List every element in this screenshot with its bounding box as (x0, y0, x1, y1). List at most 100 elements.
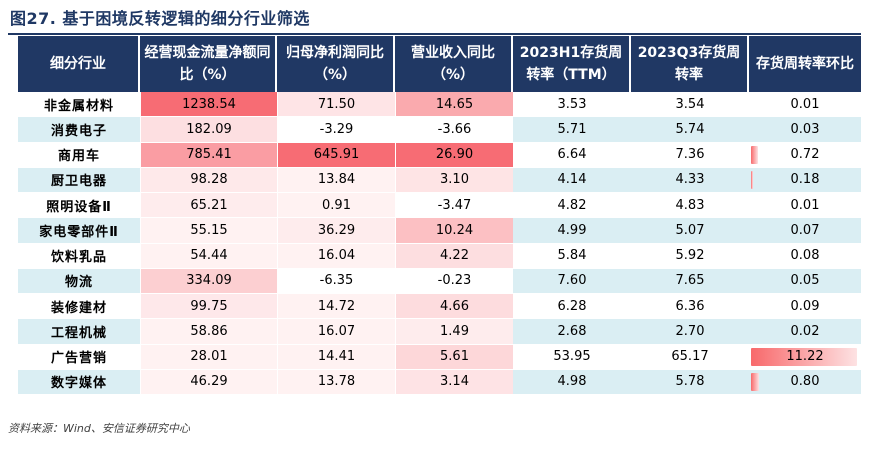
cell-turnover-h1: 6.28 (513, 294, 631, 320)
cell-cashflow-yoy: 99.75 (140, 294, 277, 320)
cell-value: 消费电子 (50, 123, 107, 139)
cell-turnover-h1: 5.71 (513, 117, 631, 143)
cell-value: 6.28 (557, 298, 587, 314)
cell-net-profit-yoy: 71.50 (277, 92, 395, 118)
cell-value: 14.41 (317, 349, 356, 365)
cell-value: 98.28 (190, 172, 228, 188)
cell-value: 家电零部件Ⅱ (39, 224, 119, 240)
table-row: 物流 334.09 -6.35 -0.23 7.60 7.65 0.05 (18, 268, 861, 294)
cell-turnover-qoq: 0.09 (749, 294, 861, 320)
cell-value: 4.98 (557, 374, 587, 390)
cell-value: 3.14 (440, 374, 469, 390)
cell-turnover-q3: 65.17 (631, 344, 749, 370)
table-row: 商用车 785.41 645.91 26.90 6.64 7.36 0.72 (18, 142, 861, 168)
table-row: 照明设备Ⅱ 65.21 0.91 -3.47 4.82 4.83 0.01 (18, 193, 861, 219)
cell-value: 0.05 (790, 273, 820, 289)
cell-industry: 家电零部件Ⅱ (18, 218, 140, 244)
header-turnover-h1: 2023H1存货周转率（TTM） (513, 36, 631, 92)
cell-value: 65.17 (671, 349, 709, 365)
cell-value: 11.22 (786, 349, 824, 365)
cell-turnover-qoq: 0.01 (749, 193, 861, 219)
cell-turnover-q3: 4.33 (631, 167, 749, 193)
cell-value: 5.78 (675, 374, 705, 390)
cell-value: 0.72 (790, 147, 820, 163)
cell-revenue-yoy: 3.14 (395, 369, 513, 395)
cell-net-profit-yoy: 16.07 (277, 319, 395, 345)
cell-industry: 消费电子 (18, 117, 140, 143)
cell-value: 0.08 (790, 248, 820, 264)
cell-cashflow-yoy: 46.29 (140, 369, 277, 395)
cell-industry: 装修建材 (18, 294, 140, 320)
cell-value: 6.64 (557, 147, 587, 163)
cell-industry: 非金属材料 (18, 92, 140, 118)
cell-turnover-h1: 4.14 (513, 167, 631, 193)
header-revenue-yoy: 营业收入同比（%） (395, 36, 513, 92)
figure-title: 图27. 基于困境反转逻辑的细分行业筛选 (10, 9, 310, 28)
cell-value: 14.72 (317, 298, 356, 314)
cell-value: 5.07 (675, 222, 705, 238)
cell-value: 46.29 (190, 374, 228, 390)
cell-cashflow-yoy: 1238.54 (140, 92, 277, 118)
cell-value: 58.86 (190, 323, 228, 339)
cell-revenue-yoy: 5.61 (395, 344, 513, 370)
cell-value: 数字媒体 (50, 376, 107, 392)
cell-value: 0.18 (790, 172, 820, 188)
cell-value: 5.74 (675, 121, 705, 137)
cell-value: -3.66 (437, 121, 472, 137)
cell-revenue-yoy: -3.47 (395, 193, 513, 219)
cell-cashflow-yoy: 55.15 (140, 218, 277, 244)
cell-value: 装修建材 (50, 300, 107, 316)
industry-screen-table: 细分行业 经营现金流量净额同比（%） 归母净利润同比（%） 营业收入同比（%） … (18, 36, 861, 395)
cell-value: 26.90 (435, 147, 474, 163)
cell-net-profit-yoy: 14.72 (277, 294, 395, 320)
data-bar (751, 170, 753, 189)
cell-value: 3.53 (557, 96, 587, 112)
cell-value: 10.24 (435, 222, 474, 238)
cell-turnover-h1: 6.64 (513, 142, 631, 168)
cell-revenue-yoy: 1.49 (395, 319, 513, 345)
data-bar (751, 347, 857, 366)
cell-value: 0.80 (790, 374, 820, 390)
cell-value: 65.21 (190, 197, 228, 213)
cell-net-profit-yoy: 36.29 (277, 218, 395, 244)
cell-turnover-qoq: 0.05 (749, 268, 861, 294)
cell-value: 182.09 (186, 121, 232, 137)
cell-revenue-yoy: 10.24 (395, 218, 513, 244)
cell-industry: 照明设备Ⅱ (18, 193, 140, 219)
cell-turnover-q3: 3.54 (631, 92, 749, 118)
cell-value: 5.84 (557, 248, 587, 264)
header-industry: 细分行业 (18, 36, 140, 92)
cell-value: 55.15 (190, 222, 228, 238)
cell-net-profit-yoy: 13.78 (277, 369, 395, 395)
cell-turnover-qoq: 0.02 (749, 319, 861, 345)
data-bar (751, 145, 758, 164)
cell-turnover-q3: 6.36 (631, 294, 749, 320)
cell-revenue-yoy: 4.22 (395, 243, 513, 269)
cell-value: 2.70 (675, 323, 705, 339)
cell-value: 785.41 (186, 147, 232, 163)
cell-turnover-h1: 3.53 (513, 92, 631, 118)
table-row: 消费电子 182.09 -3.29 -3.66 5.71 5.74 0.03 (18, 117, 861, 143)
cell-turnover-qoq: 11.22 (749, 344, 861, 370)
cell-value: 6.36 (675, 298, 705, 314)
cell-value: 1238.54 (182, 96, 236, 112)
cell-industry: 物流 (18, 268, 140, 294)
cell-value: 4.82 (557, 197, 587, 213)
cell-cashflow-yoy: 182.09 (140, 117, 277, 143)
table-row: 广告营销 28.01 14.41 5.61 53.95 65.17 11.22 (18, 344, 861, 370)
cell-industry: 广告营销 (18, 344, 140, 370)
cell-value: 99.75 (190, 298, 228, 314)
cell-value: 4.66 (440, 298, 469, 314)
cell-value: 13.78 (317, 374, 356, 390)
cell-value: 照明设备Ⅱ (46, 199, 112, 215)
cell-turnover-qoq: 0.18 (749, 167, 861, 193)
cell-net-profit-yoy: 0.91 (277, 193, 395, 219)
cell-value: 28.01 (190, 349, 228, 365)
cell-industry: 工程机械 (18, 319, 140, 345)
cell-revenue-yoy: 4.66 (395, 294, 513, 320)
table-row: 非金属材料 1238.54 71.50 14.65 3.53 3.54 0.01 (18, 92, 861, 118)
cell-turnover-h1: 7.60 (513, 268, 631, 294)
cell-revenue-yoy: 26.90 (395, 142, 513, 168)
cell-turnover-q3: 5.78 (631, 369, 749, 395)
cell-value: 4.83 (675, 197, 705, 213)
